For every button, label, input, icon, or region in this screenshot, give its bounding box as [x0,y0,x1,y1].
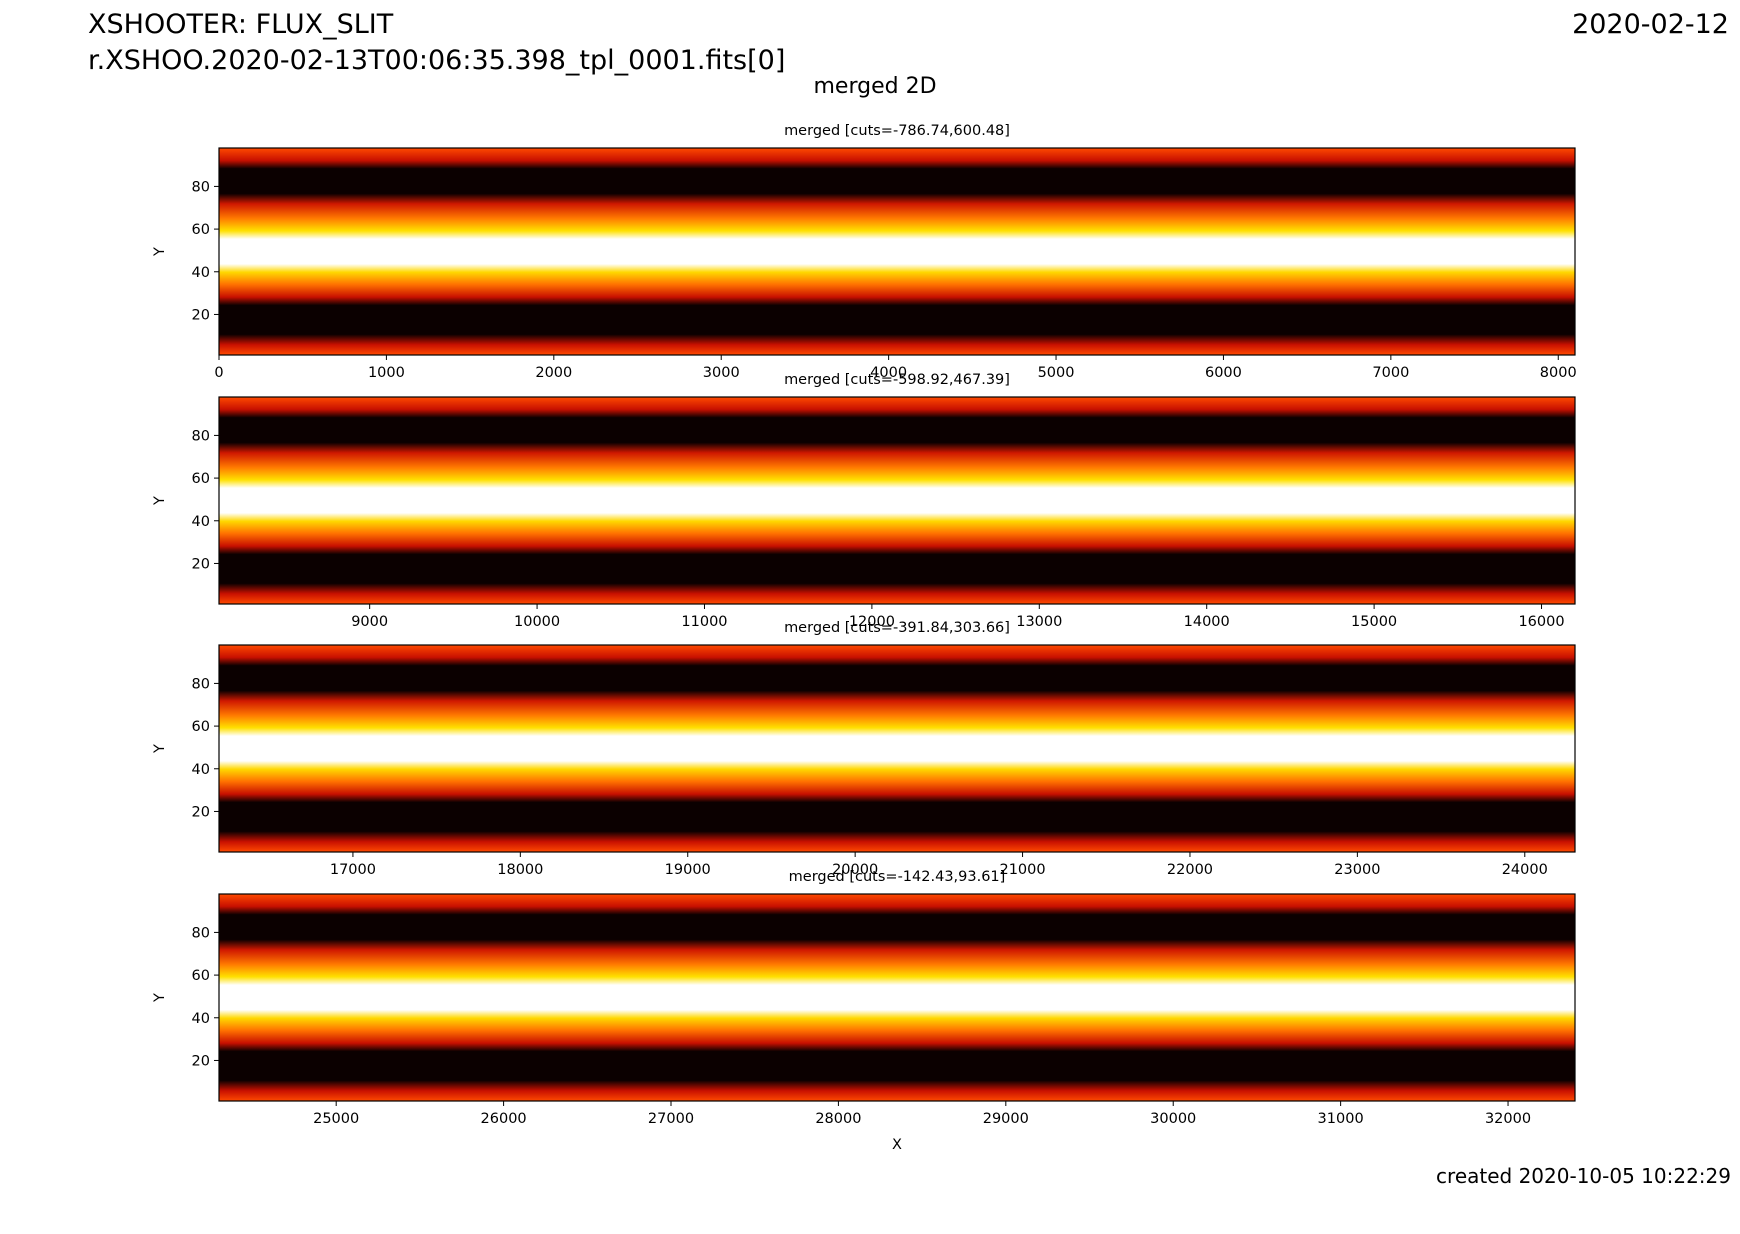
image [219,397,1575,604]
x-axis-label: X [892,1137,902,1153]
y-axis-label: Y [152,744,168,754]
x-tick-label: 24000 [1502,862,1548,878]
panel-title: merged [cuts=-391.84,303.66] [784,620,1010,636]
x-tick-label: 18000 [497,862,543,878]
y-tick-label: 20 [192,804,210,820]
x-tick-label: 14000 [1184,614,1230,630]
header-file: r.XSHOO.2020-02-13T00:06:35.398_tpl_0001… [88,45,785,76]
x-tick-label: 32000 [1485,1111,1531,1127]
x-tick-label: 9000 [351,614,388,630]
x-tick-label: 28000 [815,1111,861,1127]
suptitle: merged 2D [813,74,936,99]
x-tick-label: 6000 [1205,365,1242,381]
axes-frame [218,893,1576,1102]
y-tick-label: 40 [192,265,210,281]
image [219,148,1575,355]
x-tick-label: 30000 [1150,1111,1196,1127]
y-tick-label: 80 [192,428,210,444]
y-tick-label: 60 [192,222,210,238]
x-tick-label: 1000 [368,365,405,381]
x-tick-label: 5000 [1038,365,1075,381]
x-tick-label: 7000 [1372,365,1409,381]
x-tick-label: 17000 [330,862,376,878]
x-tick-label: 26000 [481,1111,527,1127]
x-tick-label: 12000 [849,614,895,630]
x-tick-label: 22000 [1167,862,1213,878]
y-axis-label: Y [152,247,168,257]
x-tick-label: 8000 [1540,365,1577,381]
header-date: 2020-02-12 [1572,9,1729,40]
x-tick-label: 19000 [665,862,711,878]
panel-title: merged [cuts=-786.74,600.48] [784,123,1010,139]
y-tick-label: 80 [192,676,210,692]
x-tick-label: 31000 [1318,1111,1364,1127]
x-tick-label: 11000 [681,614,727,630]
y-tick-label: 20 [192,307,210,323]
x-tick-label: 13000 [1016,614,1062,630]
y-tick-label: 80 [192,179,210,195]
axes-frame [218,147,1576,356]
created: created 2020-10-05 10:22:29 [1436,1164,1731,1188]
panel-title: merged [cuts=-142.43,93.61] [789,869,1006,885]
y-tick-label: 20 [192,556,210,572]
x-tick-label: 29000 [983,1111,1029,1127]
panel-title: merged [cuts=-598.92,467.39] [784,372,1010,388]
image [219,894,1575,1101]
y-tick-label: 60 [192,471,210,487]
x-tick-label: 0 [214,365,223,381]
y-tick-label: 40 [192,514,210,530]
y-tick-label: 60 [192,968,210,984]
y-axis-label: Y [152,993,168,1003]
x-tick-label: 20000 [832,862,878,878]
image [219,645,1575,852]
x-tick-label: 4000 [870,365,907,381]
y-tick-label: 80 [192,925,210,941]
x-tick-label: 15000 [1351,614,1397,630]
axes-frame [218,644,1576,853]
x-tick-label: 23000 [1334,862,1380,878]
axes-frame [218,396,1576,605]
y-tick-label: 40 [192,762,210,778]
y-tick-label: 60 [192,719,210,735]
x-tick-label: 10000 [514,614,560,630]
x-tick-label: 27000 [648,1111,694,1127]
header-title: XSHOOTER: FLUX_SLIT [88,9,394,40]
x-tick-label: 25000 [313,1111,359,1127]
y-tick-label: 20 [192,1053,210,1069]
x-tick-label: 21000 [999,862,1045,878]
x-tick-label: 2000 [535,365,572,381]
x-tick-label: 16000 [1518,614,1564,630]
x-tick-label: 3000 [703,365,740,381]
y-axis-label: Y [152,496,168,506]
y-tick-label: 40 [192,1011,210,1027]
